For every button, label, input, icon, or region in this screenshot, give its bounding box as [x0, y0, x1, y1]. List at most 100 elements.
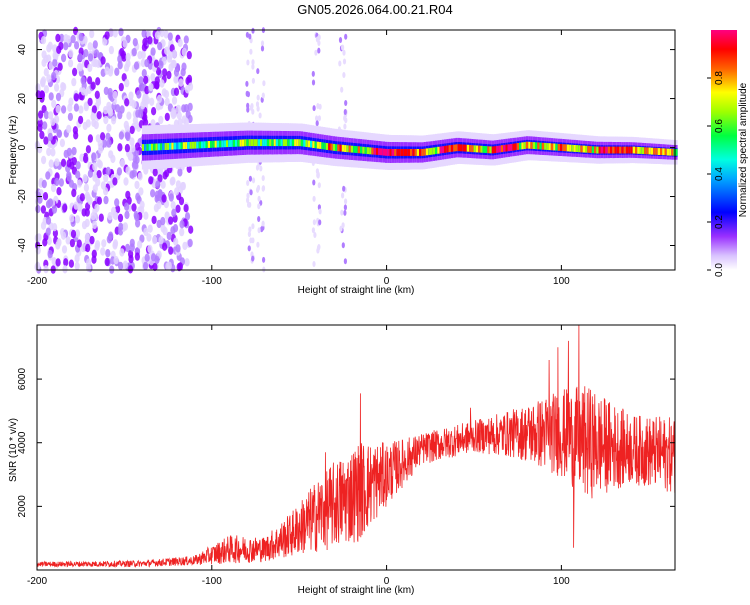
spectrogram-x-axis: -200 -100 0 100 [27, 30, 570, 287]
noise-cell [155, 67, 162, 76]
noise-cell [65, 236, 71, 245]
band-core [253, 139, 258, 147]
band-core [530, 142, 535, 149]
noise-cell [146, 233, 152, 242]
band-core [453, 144, 458, 152]
noise-cell [54, 158, 60, 167]
noise-cell [56, 187, 62, 196]
noise-cell [173, 237, 179, 246]
noise-cell [114, 198, 120, 207]
noise-cell [159, 28, 165, 38]
band-core [164, 143, 169, 150]
noise-cell [102, 106, 109, 115]
band-core [587, 145, 592, 153]
noise-cell [258, 112, 262, 119]
noise-cell [154, 76, 160, 85]
noise-cell [123, 177, 129, 186]
band-core [155, 143, 160, 151]
noise-cell [256, 186, 260, 193]
band-core [391, 149, 396, 156]
band-core [489, 146, 494, 154]
noise-cell [83, 102, 89, 112]
noise-cell [122, 260, 128, 269]
band-core [185, 142, 190, 149]
band-core [450, 144, 455, 152]
noise-cell [40, 36, 47, 45]
noise-cell [316, 247, 320, 254]
noise-cell [134, 252, 140, 261]
noise-cell [46, 44, 52, 53]
noise-cell [90, 211, 96, 221]
noise-cell [246, 59, 250, 66]
spectrogram-panel: -200 -100 0 100 40 20 0 -20 -40 Height of strai… [8, 26, 678, 296]
noise-cell [315, 36, 319, 43]
band-core [535, 142, 539, 150]
noise-cell [312, 179, 316, 186]
noise-cell [55, 33, 61, 43]
noise-cell [71, 188, 77, 198]
band-core [671, 148, 676, 156]
noise-cell [128, 152, 134, 161]
band-core [382, 148, 387, 156]
band-core [144, 144, 149, 151]
band-core [228, 140, 233, 147]
spectrogram-y-axis: 40 20 0 -20 -40 [17, 44, 675, 253]
noise-cell [35, 246, 41, 255]
noise-cell [124, 124, 130, 134]
noise-cell [131, 203, 137, 212]
noise-cell [132, 38, 138, 47]
noise-cell [157, 41, 163, 51]
colorbar-label: Normalized spectral amplitude [738, 82, 749, 217]
noise-cell [74, 261, 80, 271]
noise-cell [256, 105, 260, 112]
noise-cell [172, 224, 179, 233]
noise-cell [338, 37, 343, 43]
noise-cell [150, 73, 156, 82]
band-core [478, 145, 483, 153]
noise-cell [42, 192, 49, 201]
noise-cell [315, 115, 319, 122]
noise-cell [93, 120, 99, 130]
noise-cell [90, 81, 96, 90]
noise-cell [50, 148, 56, 157]
noise-cell [91, 152, 97, 161]
noise-cell [155, 180, 161, 189]
noise-cell [73, 26, 79, 36]
noise-cell [56, 45, 62, 54]
noise-cell [312, 195, 316, 202]
noise-cell [124, 210, 130, 220]
band-core [419, 149, 424, 156]
band-core [466, 144, 471, 152]
y-tick-label: 20 [17, 93, 28, 105]
noise-cell [143, 261, 149, 271]
noise-cell [122, 222, 128, 231]
band-core [487, 146, 492, 154]
noise-cell [103, 115, 109, 125]
noise-cell [257, 216, 261, 222]
noise-cell [261, 185, 265, 192]
band-core [480, 145, 485, 153]
band-core [607, 146, 612, 154]
band-core [182, 142, 187, 150]
noise-cell [117, 54, 123, 64]
noise-cell [37, 118, 43, 128]
noise-cell [152, 168, 158, 177]
noise-cell [37, 195, 43, 204]
noise-cell [40, 221, 47, 230]
spectrogram-x-label: Height of straight line (km) [298, 285, 415, 296]
band-core [269, 139, 274, 147]
noise-cell [149, 97, 155, 107]
band-core [550, 143, 555, 151]
x-tick-label: -100 [202, 276, 222, 287]
noise-cell [57, 62, 63, 71]
noise-cell [138, 76, 144, 85]
band-core [198, 141, 203, 149]
noise-cell [162, 171, 168, 180]
noise-cell [175, 204, 181, 213]
band-core [519, 142, 524, 150]
noise-cell [80, 87, 86, 96]
noise-cell [249, 105, 254, 111]
band-core [310, 140, 314, 148]
noise-cell [134, 121, 140, 130]
noise-cell [119, 248, 125, 257]
